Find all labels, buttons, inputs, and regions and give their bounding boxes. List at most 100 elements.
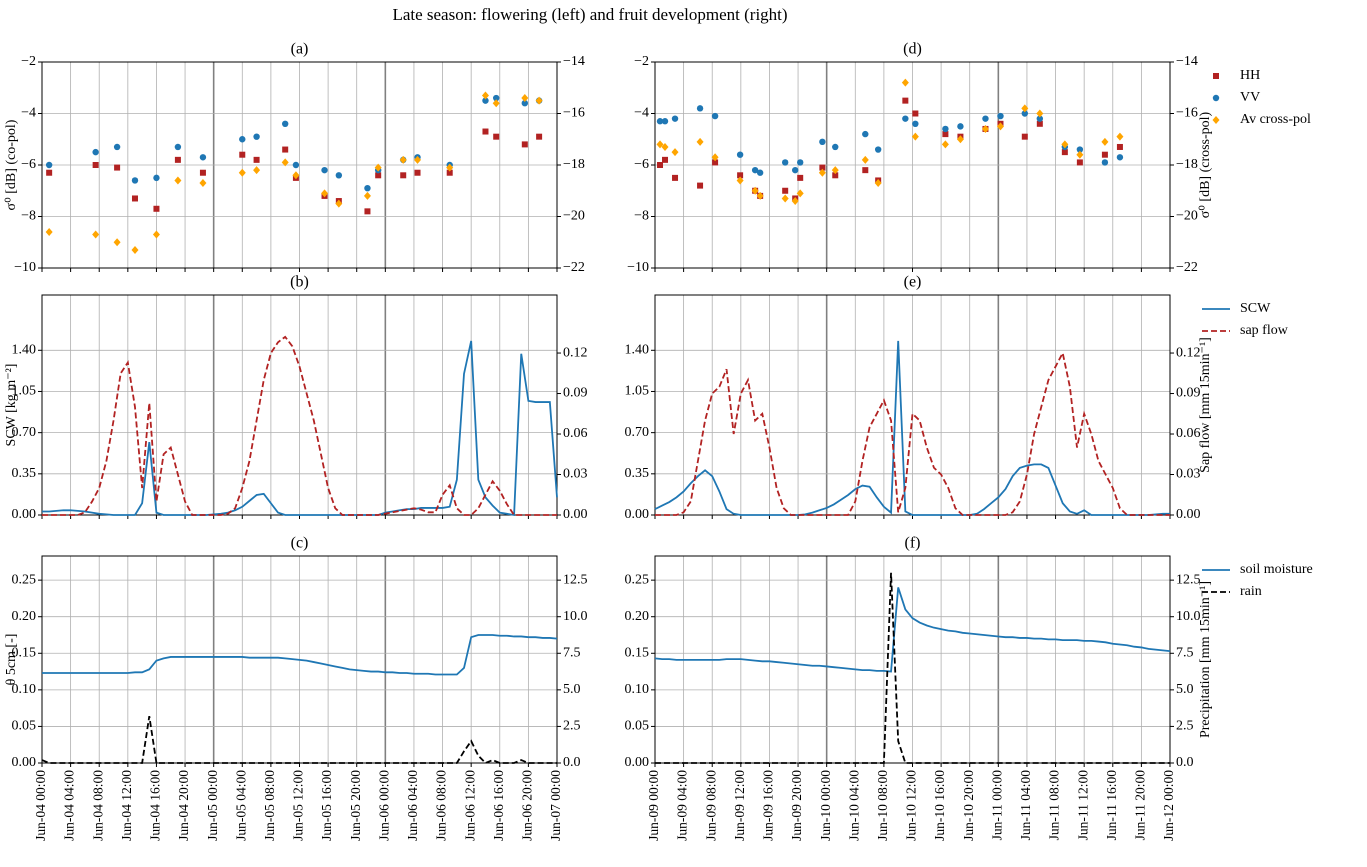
marker-square	[1036, 120, 1043, 127]
marker-diamond	[996, 122, 1004, 131]
y-tick-label: −2	[21, 54, 36, 69]
x-tick-label: Jun-06 08:00	[434, 770, 449, 841]
marker-diamond	[1101, 137, 1109, 146]
marker-square	[1101, 151, 1108, 158]
y2-tick-label: −18	[1176, 157, 1198, 172]
x-tick-label: Jun-11 16:00	[1104, 770, 1119, 841]
y2-tick-label: −14	[1176, 54, 1198, 69]
marker-diamond	[941, 140, 949, 149]
marker-diamond	[791, 197, 799, 206]
marker-diamond	[656, 140, 664, 149]
series-line	[654, 587, 1171, 673]
marker-square	[657, 162, 664, 168]
y2-tick-label: 0.0	[563, 755, 581, 770]
y2-tick-label: 10.0	[1176, 609, 1201, 624]
marker-circle	[902, 115, 909, 122]
y2-tick-label: 0.12	[563, 345, 588, 360]
marker-circle	[131, 177, 139, 184]
marker-diamond	[861, 155, 869, 164]
x-tick-label: Jun-05 20:00	[348, 770, 363, 841]
marker-diamond	[253, 166, 261, 175]
marker-circle	[113, 143, 121, 151]
panel-title: (b)	[290, 274, 309, 291]
series-line	[655, 350, 1170, 516]
marker-diamond	[1212, 116, 1220, 124]
series-line	[42, 634, 558, 676]
y-tick-label: 0.20	[12, 609, 37, 624]
marker-diamond	[92, 230, 100, 239]
marker-diamond	[521, 94, 529, 103]
marker-diamond	[131, 245, 139, 254]
x-tick-label: Jun-11 08:00	[1047, 770, 1062, 841]
marker-diamond	[45, 227, 53, 236]
y2-tick-label: 0.09	[563, 386, 588, 401]
legend-label: rain	[1240, 584, 1262, 599]
panel-title: (d)	[903, 41, 922, 58]
marker-circle	[997, 112, 1004, 120]
y2-tick-label: −20	[1176, 209, 1198, 224]
y2-tick-label: −18	[563, 157, 585, 172]
marker-circle	[819, 138, 826, 146]
panel-title: (f)	[905, 535, 921, 552]
legend-label: Av cross-pol	[1240, 112, 1311, 127]
x-tick-label: Jun-07 00:00	[548, 770, 563, 841]
marker-diamond	[911, 132, 919, 141]
marker-diamond	[751, 186, 759, 195]
marker-circle	[1212, 94, 1220, 102]
x-tick-label: Jun-11 20:00	[1132, 770, 1147, 841]
legend-label: SCW	[1240, 301, 1271, 316]
marker-square	[253, 156, 260, 163]
marker-diamond	[199, 179, 207, 188]
x-tick-label: Jun-09 16:00	[761, 770, 776, 841]
series-line	[655, 572, 1170, 764]
marker-square	[782, 187, 789, 194]
figure-title: Late season: flowering (left) and fruit …	[392, 5, 787, 24]
marker-circle	[174, 143, 182, 151]
y-tick-label: 0.35	[625, 466, 650, 481]
marker-circle	[912, 120, 919, 128]
marker-square	[912, 110, 919, 117]
y-tick-label: 0.05	[12, 719, 37, 734]
marker-circle	[874, 146, 882, 153]
marker-circle	[797, 159, 804, 166]
marker-diamond	[113, 238, 121, 247]
marker-square	[672, 174, 679, 181]
marker-circle	[756, 169, 764, 176]
y-tick-label: 0.35	[12, 466, 37, 481]
marker-circle	[1036, 115, 1044, 122]
x-tick-label: Jun-10 08:00	[875, 770, 890, 841]
x-tick-label: Jun-09 00:00	[646, 770, 661, 841]
x-tick-label: Jun-09 08:00	[703, 770, 718, 841]
marker-diamond	[781, 194, 789, 203]
y2-tick-label: 12.5	[563, 572, 588, 587]
marker-circle	[661, 118, 669, 125]
y-tick-label: −4	[634, 106, 649, 121]
x-tick-label: Jun-05 08:00	[262, 770, 277, 841]
x-tick-label: Jun-12 00:00	[1161, 770, 1176, 841]
x-tick-label: Jun-04 20:00	[176, 770, 191, 841]
marker-square	[1116, 143, 1123, 150]
marker-diamond	[535, 96, 543, 105]
marker-circle	[281, 120, 289, 128]
marker-square	[737, 172, 744, 179]
y2-tick-label: 0.00	[1176, 507, 1201, 522]
x-tick-label: Jun-10 20:00	[961, 770, 976, 841]
legend-label: HH	[1240, 68, 1260, 83]
y2-tick-label: 0.03	[563, 467, 588, 482]
marker-diamond	[736, 176, 744, 185]
x-tick-label: Jun-10 16:00	[932, 770, 947, 841]
y2-tick-label: 0.0	[1176, 755, 1194, 770]
y-tick-label: 0.25	[625, 572, 650, 587]
y-axis-label: SCW [kg m⁻²]	[4, 364, 19, 447]
y-tick-label: −6	[21, 157, 36, 172]
marker-circle	[957, 123, 964, 130]
marker-square	[199, 169, 206, 176]
x-tick-label: Jun-06 20:00	[519, 770, 534, 841]
marker-diamond	[321, 189, 329, 198]
marker-diamond	[281, 158, 289, 167]
marker-diamond	[492, 99, 500, 108]
marker-circle	[253, 133, 260, 140]
y-tick-label: 1.40	[625, 343, 650, 358]
marker-diamond	[238, 168, 246, 177]
marker-square	[131, 195, 138, 202]
